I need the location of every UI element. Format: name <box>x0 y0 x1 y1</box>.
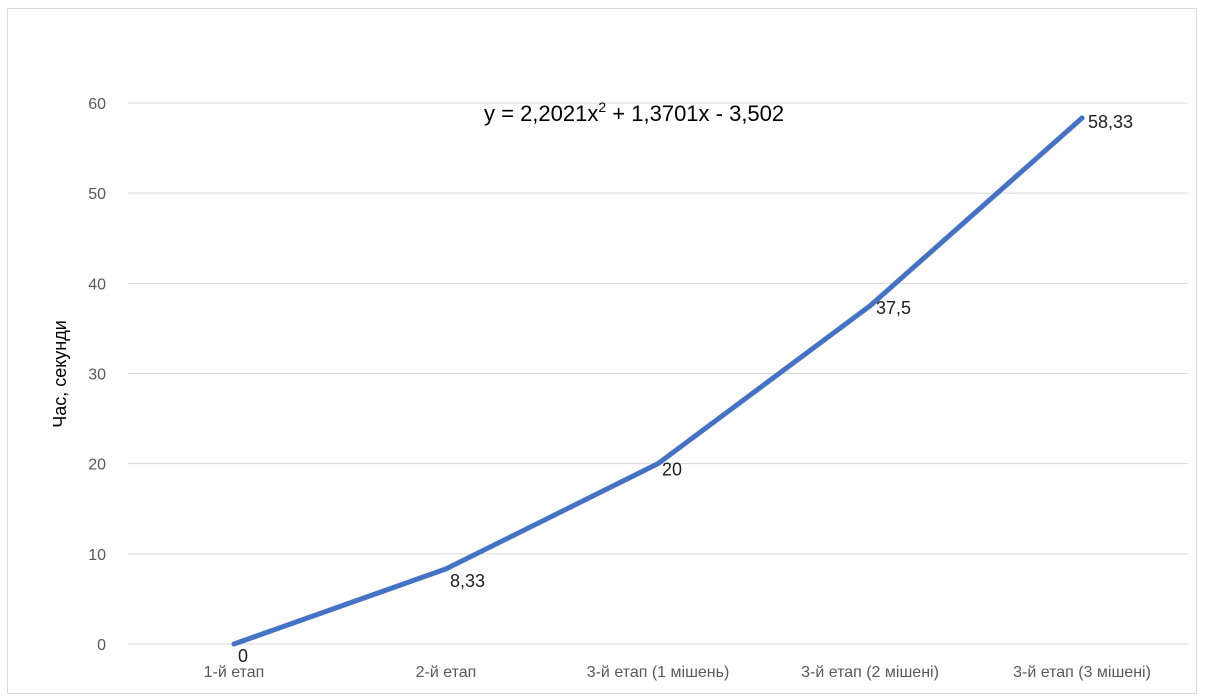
data-label: 8,33 <box>450 571 485 591</box>
x-tick-label: 2-й етап <box>416 664 477 681</box>
data-point <box>656 461 661 466</box>
equation-exponent: 2 <box>598 99 606 115</box>
data-point <box>868 303 873 308</box>
data-label: 58,33 <box>1088 112 1133 132</box>
x-tick-label: 1-й етап <box>204 664 265 681</box>
data-labels: 0 8,33 20 37,5 58,33 <box>238 112 1133 666</box>
data-point <box>1080 116 1085 121</box>
data-label: 0 <box>238 646 248 666</box>
equation-prefix: y = 2,2021x <box>484 101 598 126</box>
gridlines <box>128 103 1188 644</box>
x-tick-label: 3-й етап (3 мішені) <box>1013 664 1151 681</box>
y-tick-label: 0 <box>97 637 106 654</box>
x-tick-label: 3-й етап (1 мішень) <box>587 664 730 681</box>
y-tick-label: 40 <box>88 276 106 293</box>
data-label: 37,5 <box>876 298 911 318</box>
equation-suffix: + 1,3701x - 3,502 <box>606 101 784 126</box>
y-tick-label: 10 <box>88 547 106 564</box>
y-axis-ticks: 0 10 20 30 40 50 60 <box>88 96 106 654</box>
trendline-equation: y = 2,2021x2 + 1,3701x - 3,502 <box>484 99 784 126</box>
data-point <box>232 642 237 647</box>
y-axis-title: Час, секунди <box>50 320 70 428</box>
y-tick-label: 50 <box>88 186 106 203</box>
y-tick-label: 30 <box>88 367 106 384</box>
series-layer <box>232 116 1085 647</box>
data-label: 20 <box>662 460 682 480</box>
y-tick-label: 60 <box>88 96 106 113</box>
x-tick-label: 3-й етап (2 мішені) <box>801 664 939 681</box>
data-point <box>444 566 449 571</box>
x-axis-ticks: 1-й етап 2-й етап 3-й етап (1 мішень) 3-й е… <box>204 664 1151 681</box>
series-line <box>234 118 1082 644</box>
y-tick-label: 20 <box>88 457 106 474</box>
